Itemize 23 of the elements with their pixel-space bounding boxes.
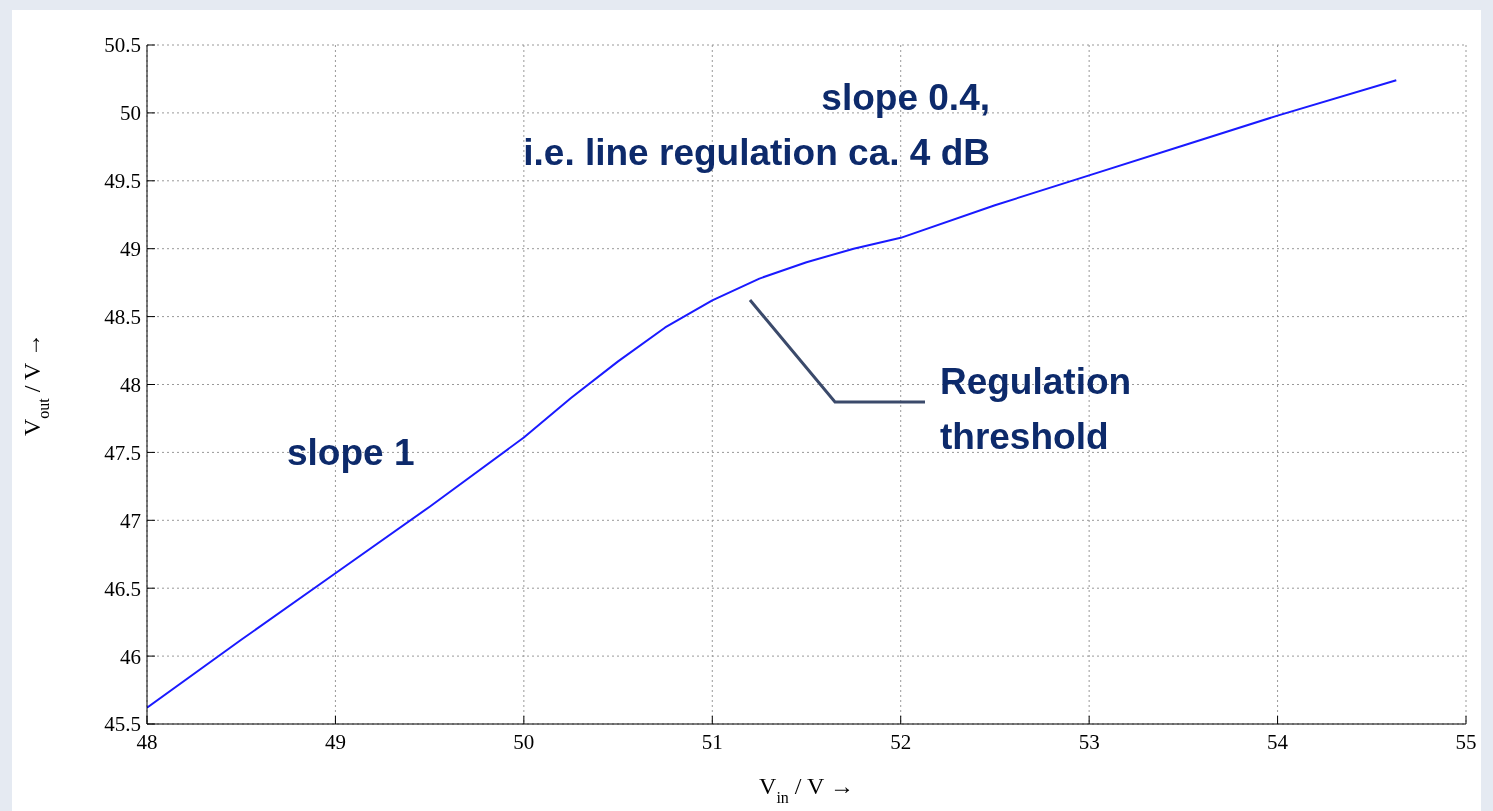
y-tick-label: 47 bbox=[120, 508, 141, 533]
line-series bbox=[147, 79, 1398, 709]
x-tick-label: 50 bbox=[513, 729, 535, 754]
y-tick-label: 50 bbox=[120, 101, 141, 126]
y-tick-label: 49.5 bbox=[104, 169, 141, 194]
y-tick-label: 49 bbox=[120, 237, 141, 262]
x-axis-title: V$_{in}$ / V → bbox=[759, 773, 854, 806]
annotation: Regulation threshold bbox=[939, 360, 1132, 460]
x-tick-label: 52 bbox=[890, 729, 912, 754]
x-tick-label: 53 bbox=[1078, 729, 1100, 754]
annotation: slope 1 bbox=[287, 431, 415, 475]
x-tick-label: 54 bbox=[1267, 729, 1289, 754]
y-tick-label: 48 bbox=[120, 372, 141, 397]
y-tick-label: 46.5 bbox=[104, 576, 141, 601]
x-tick-label: 49 bbox=[324, 729, 346, 754]
y-tick-label: 46 bbox=[120, 644, 141, 669]
y-tick-label: 45.5 bbox=[104, 712, 141, 737]
y-tick-label: 47.5 bbox=[104, 440, 141, 465]
annotation: slope 0.4, i.e. line regulation ca. 4 dB bbox=[522, 76, 990, 175]
y-tick-label: 50.5 bbox=[104, 33, 141, 58]
x-tick-label: 55 bbox=[1455, 729, 1477, 754]
y-tick-label: 48.5 bbox=[104, 305, 141, 330]
x-tick-label: 51 bbox=[701, 729, 723, 754]
